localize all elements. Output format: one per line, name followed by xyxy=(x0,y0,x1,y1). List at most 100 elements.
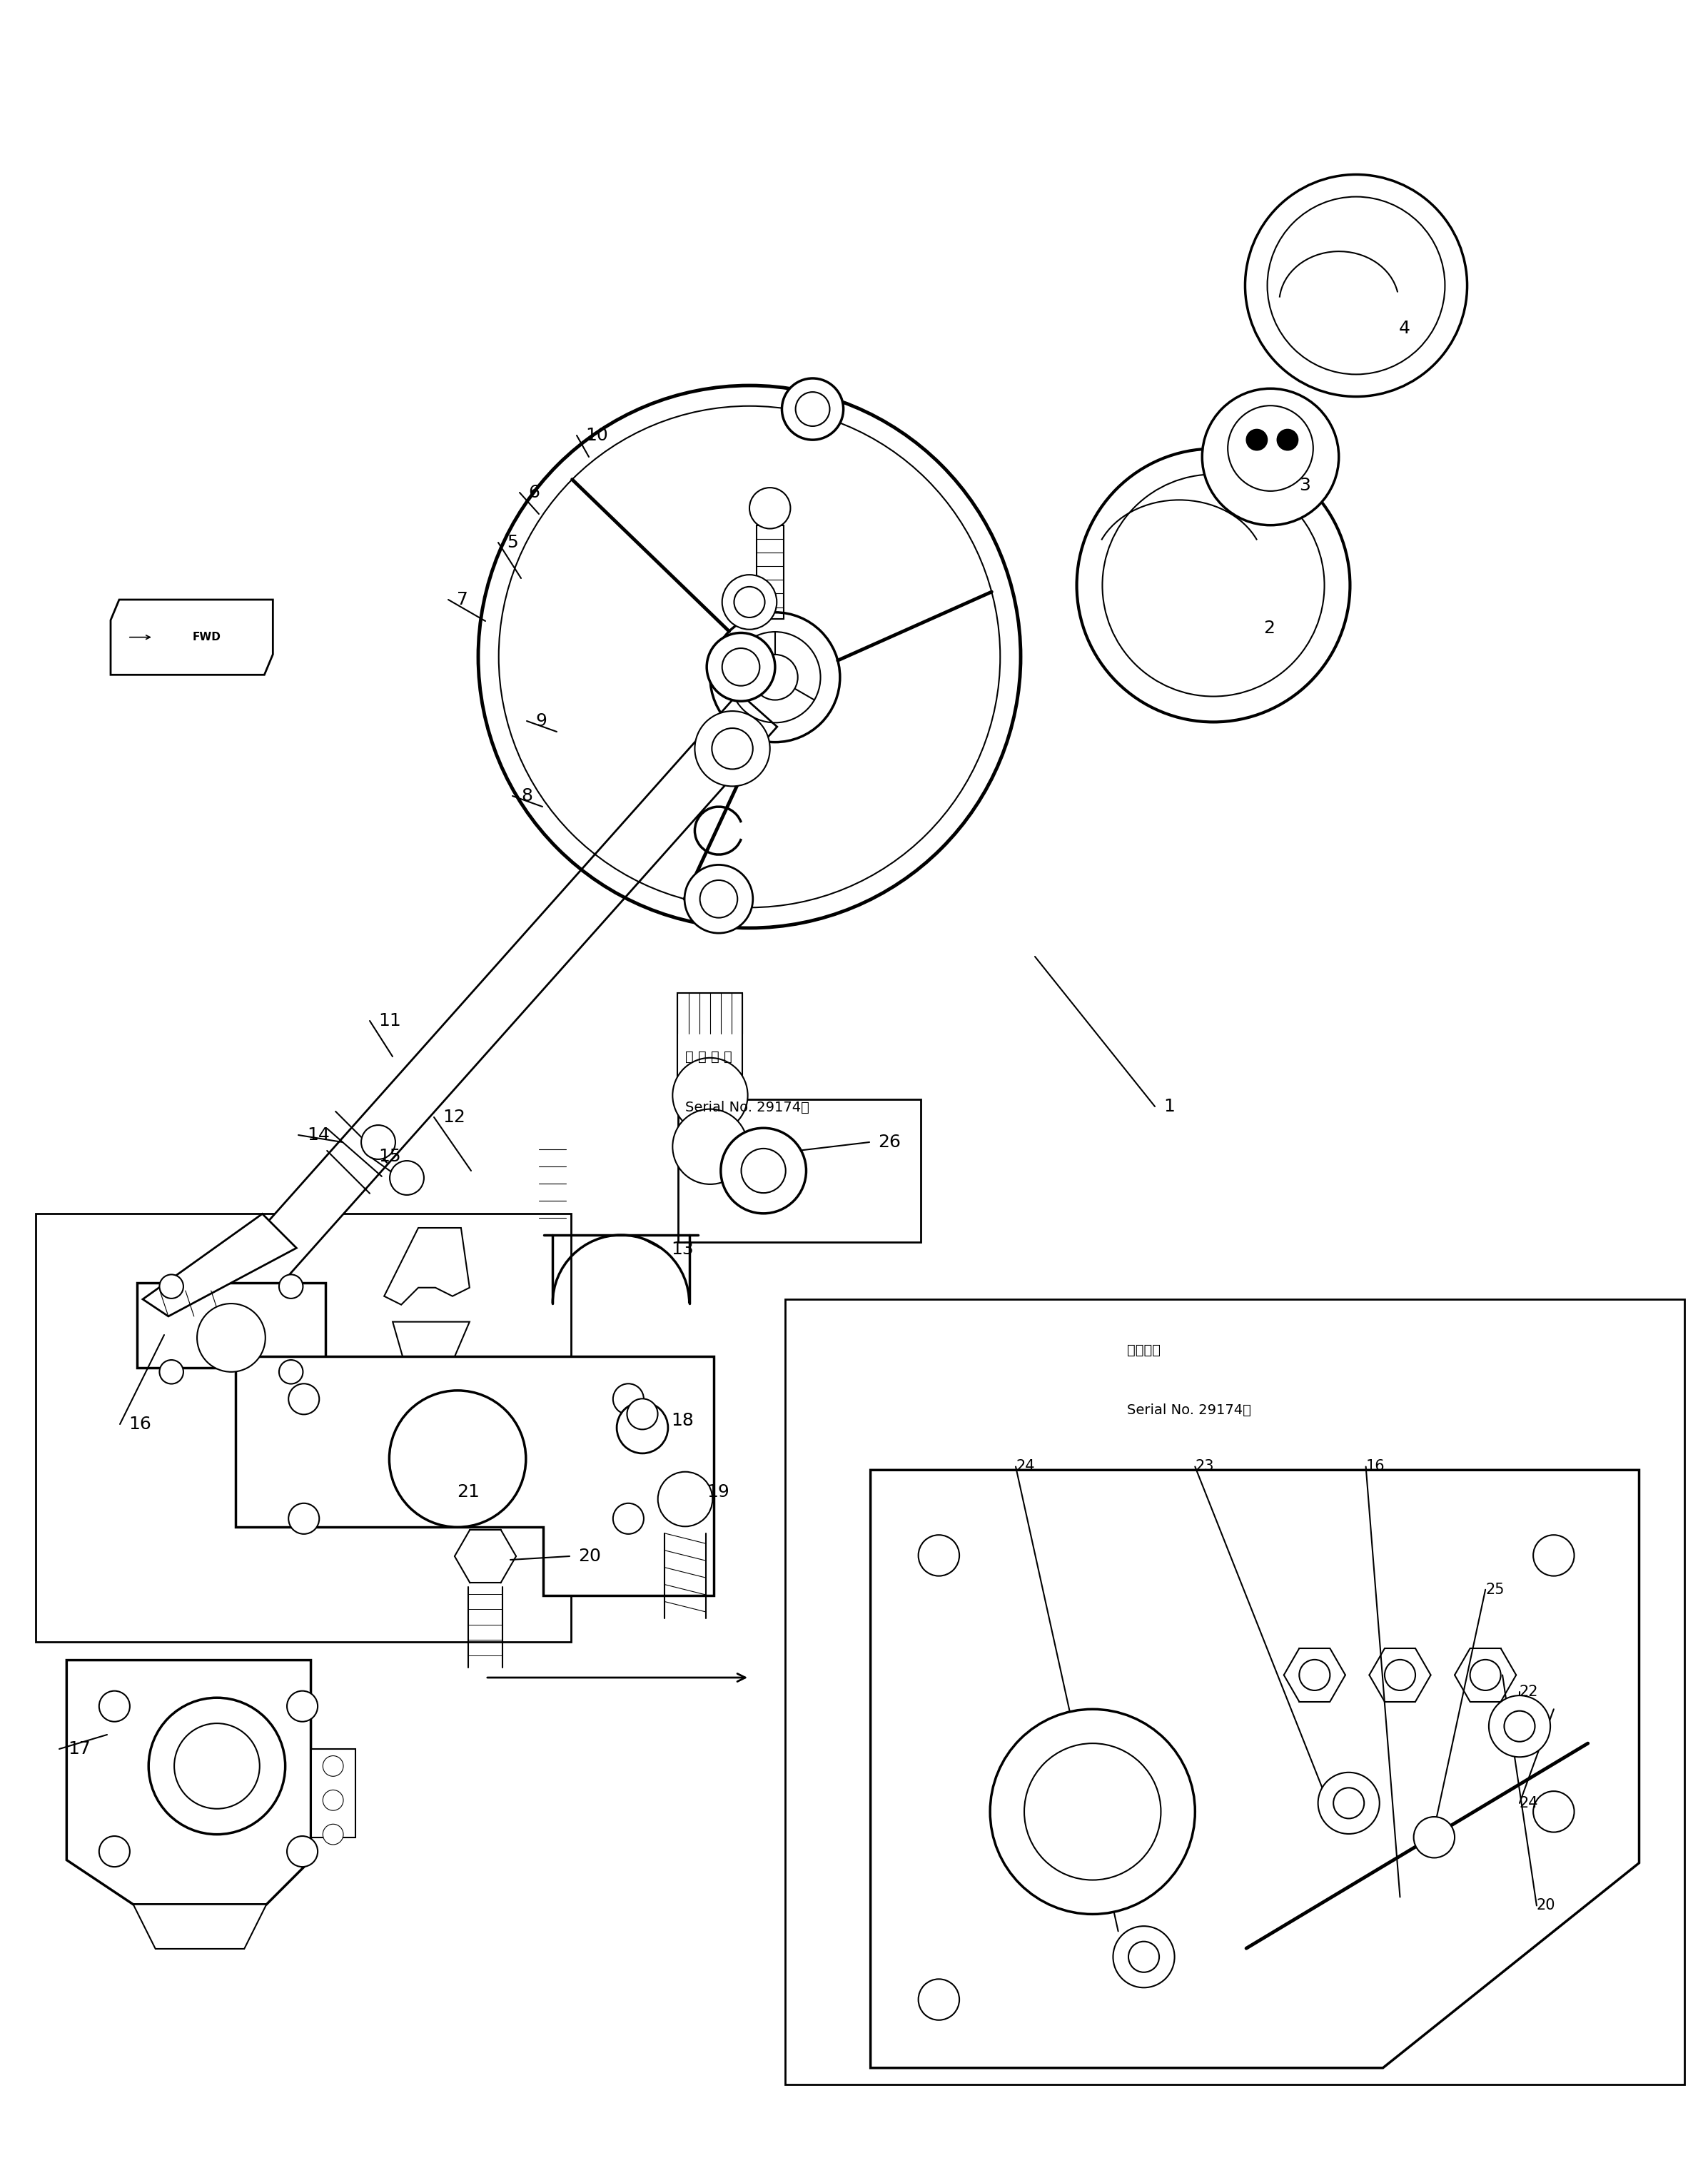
Text: 24: 24 xyxy=(1520,1797,1539,1810)
Circle shape xyxy=(613,1384,644,1415)
Text: 18: 18 xyxy=(671,1412,693,1430)
Polygon shape xyxy=(137,1284,325,1367)
Circle shape xyxy=(750,487,791,528)
Circle shape xyxy=(712,729,753,768)
Circle shape xyxy=(278,1275,302,1299)
Circle shape xyxy=(1534,1535,1575,1576)
Text: 20: 20 xyxy=(577,1548,601,1565)
Circle shape xyxy=(1247,430,1267,450)
Circle shape xyxy=(991,1709,1196,1914)
Text: 16: 16 xyxy=(128,1415,152,1432)
Circle shape xyxy=(700,880,738,917)
Circle shape xyxy=(360,1124,395,1159)
Text: 21: 21 xyxy=(456,1484,480,1500)
Circle shape xyxy=(278,1360,302,1384)
Circle shape xyxy=(613,1504,644,1535)
Polygon shape xyxy=(393,1321,470,1391)
Text: 17: 17 xyxy=(68,1740,91,1757)
Text: 19: 19 xyxy=(707,1484,729,1500)
Bar xyxy=(678,1100,921,1242)
Circle shape xyxy=(782,378,844,439)
Circle shape xyxy=(1202,389,1339,526)
Polygon shape xyxy=(133,1904,266,1949)
Polygon shape xyxy=(311,1749,355,1838)
Text: 20: 20 xyxy=(1537,1899,1556,1912)
Circle shape xyxy=(1534,1792,1575,1832)
Text: 1: 1 xyxy=(1163,1098,1175,1116)
Circle shape xyxy=(741,1148,786,1192)
Circle shape xyxy=(159,1360,183,1384)
Circle shape xyxy=(1228,406,1313,491)
Circle shape xyxy=(323,1755,343,1777)
Polygon shape xyxy=(384,1227,470,1305)
Circle shape xyxy=(323,1790,343,1810)
Circle shape xyxy=(1489,1696,1551,1757)
Polygon shape xyxy=(757,526,784,620)
Text: 11: 11 xyxy=(377,1013,401,1030)
Circle shape xyxy=(1267,196,1445,373)
Circle shape xyxy=(658,1471,712,1526)
Circle shape xyxy=(722,648,760,685)
Text: 22: 22 xyxy=(1520,1685,1539,1698)
Polygon shape xyxy=(67,1659,311,1904)
Circle shape xyxy=(323,1825,343,1845)
Circle shape xyxy=(1129,1941,1160,1971)
Text: 13: 13 xyxy=(671,1240,693,1257)
Text: Serial No. 29174～: Serial No. 29174～ xyxy=(1127,1404,1250,1417)
Circle shape xyxy=(734,587,765,618)
Circle shape xyxy=(174,1722,260,1810)
Text: 8: 8 xyxy=(521,788,533,806)
Text: 16: 16 xyxy=(1366,1460,1385,1474)
Circle shape xyxy=(287,1692,318,1722)
Circle shape xyxy=(1334,1788,1365,1818)
Circle shape xyxy=(627,1399,658,1430)
Text: 6: 6 xyxy=(528,485,540,502)
Text: 3: 3 xyxy=(1300,476,1310,493)
Text: 10: 10 xyxy=(586,428,608,443)
Text: 7: 7 xyxy=(456,592,468,609)
Text: 2: 2 xyxy=(1264,620,1274,637)
Circle shape xyxy=(99,1692,130,1722)
Text: 15: 15 xyxy=(377,1148,401,1166)
Polygon shape xyxy=(143,1214,297,1316)
Text: 適用号機: 適用号機 xyxy=(1127,1345,1160,1358)
Circle shape xyxy=(919,1535,960,1576)
Circle shape xyxy=(1245,175,1467,397)
Circle shape xyxy=(389,1391,526,1528)
Circle shape xyxy=(289,1504,319,1535)
Circle shape xyxy=(159,1275,183,1299)
Circle shape xyxy=(673,1059,748,1133)
Circle shape xyxy=(685,864,753,932)
Circle shape xyxy=(1319,1773,1380,1834)
Circle shape xyxy=(1114,1925,1175,1987)
Text: 5: 5 xyxy=(507,535,518,550)
Text: 23: 23 xyxy=(1196,1460,1214,1474)
Circle shape xyxy=(149,1698,285,1834)
Circle shape xyxy=(196,1303,265,1371)
Circle shape xyxy=(289,1384,319,1415)
Text: FWD: FWD xyxy=(193,631,220,642)
Polygon shape xyxy=(111,600,273,675)
Circle shape xyxy=(919,1980,960,2019)
Circle shape xyxy=(1505,1711,1535,1742)
Circle shape xyxy=(673,1109,748,1183)
Circle shape xyxy=(1471,1659,1501,1690)
Text: 適 用 号 機: 適 用 号 機 xyxy=(685,1050,733,1063)
Circle shape xyxy=(695,712,770,786)
Circle shape xyxy=(287,1836,318,1866)
Circle shape xyxy=(389,1161,424,1194)
Circle shape xyxy=(796,393,830,426)
Text: Serial No. 29174～: Serial No. 29174～ xyxy=(685,1100,810,1116)
Circle shape xyxy=(1385,1659,1416,1690)
Text: 25: 25 xyxy=(1486,1583,1505,1596)
Circle shape xyxy=(1278,430,1298,450)
Circle shape xyxy=(1025,1744,1161,1880)
Circle shape xyxy=(99,1836,130,1866)
Polygon shape xyxy=(678,993,743,1096)
Bar xyxy=(786,1299,1684,2085)
Circle shape xyxy=(1414,1816,1455,1858)
Polygon shape xyxy=(236,1356,714,1596)
Circle shape xyxy=(617,1401,668,1454)
Circle shape xyxy=(1102,474,1324,696)
Text: 26: 26 xyxy=(878,1133,900,1150)
